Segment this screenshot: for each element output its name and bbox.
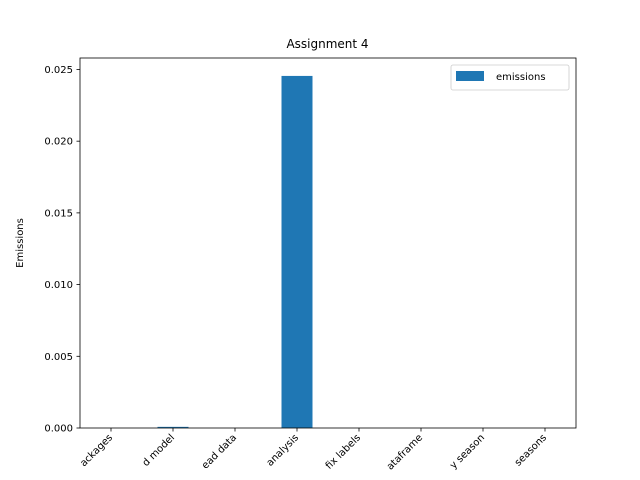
bar-4 xyxy=(281,75,313,428)
y-tick-label: 0.015 xyxy=(44,208,73,219)
x-tick-label: ackages xyxy=(78,432,115,469)
y-axis-label: Emissions xyxy=(15,218,26,268)
plot-frame xyxy=(79,57,577,429)
y-tick-label: 0.010 xyxy=(44,280,73,291)
y-tick-label: 0.025 xyxy=(44,65,73,76)
y-ticks-group: 0.000 0.005 0.010 0.015 0.020 0.025 xyxy=(44,65,80,435)
y-tick-label: 0.020 xyxy=(44,137,73,148)
x-tick-label: fix labels xyxy=(324,432,363,471)
bars-group xyxy=(157,75,313,428)
x-ticks-group: ackages d model ead data analysis fix labels… xyxy=(78,428,549,473)
legend-swatch xyxy=(456,71,484,81)
bar-2 xyxy=(157,426,189,428)
x-tick-label: seasons xyxy=(513,432,549,468)
legend-label: emissions xyxy=(496,72,546,83)
legend: emissions xyxy=(450,64,570,91)
y-tick-label: 0.005 xyxy=(44,352,73,363)
x-tick-label: d model xyxy=(141,432,178,469)
x-tick-label: ataframe xyxy=(385,432,425,472)
chart-title: Assignment 4 xyxy=(286,37,368,51)
x-tick-label: analysis xyxy=(265,432,301,468)
y-tick-label: 0.000 xyxy=(44,424,73,435)
x-tick-label: ead data xyxy=(200,432,239,471)
x-tick-label: y season xyxy=(448,432,487,471)
